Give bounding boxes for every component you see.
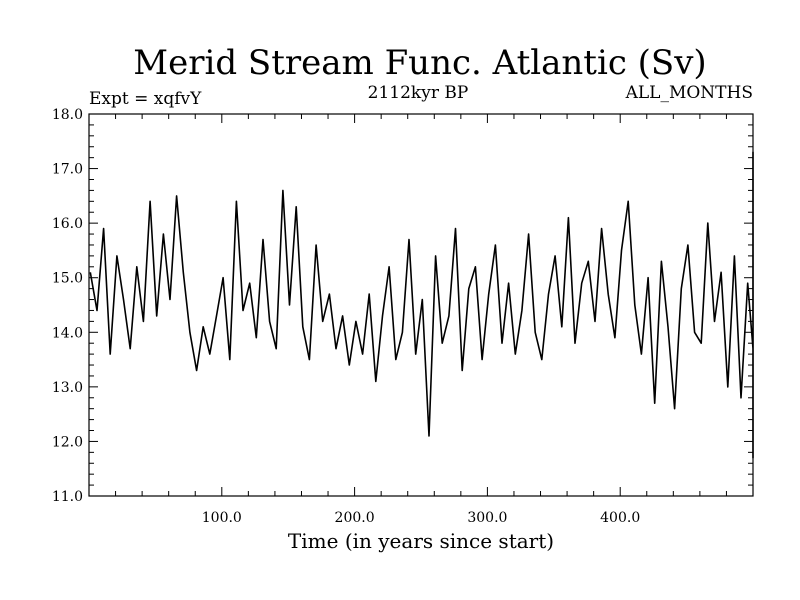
y-axis-ticks: 11.0 12.0 13.0 14.0 15.0 16.0 17.0 18.0 [52, 107, 753, 505]
experiment-label: Expt = xqfvY [89, 89, 202, 109]
y-tick-label: 14.0 [52, 325, 83, 341]
y-tick-label: 17.0 [52, 162, 83, 178]
x-tick-label: 100.0 [202, 510, 242, 526]
y-tick-label: 16.0 [52, 216, 83, 232]
x-axis-label: Time (in years since start) [288, 529, 554, 553]
x-axis-ticks: 100.0 200.0 300.0 400.0 [115, 114, 727, 526]
months-label: ALL_MONTHS [625, 83, 753, 103]
y-tick-label: 18.0 [52, 107, 83, 123]
chart-title: Merid Stream Func. Atlantic (Sv) [133, 43, 706, 83]
y-tick-label: 15.0 [52, 271, 83, 287]
x-tick-label: 300.0 [467, 510, 507, 526]
x-tick-label: 400.0 [600, 510, 640, 526]
y-tick-label: 13.0 [52, 380, 83, 396]
period-label: 2112kyr BP [368, 83, 469, 103]
series-line [89, 151, 754, 459]
plot-frame [88, 113, 754, 497]
x-tick-label: 200.0 [335, 510, 375, 526]
y-tick-label: 11.0 [52, 489, 83, 505]
y-tick-label: 12.0 [52, 434, 83, 450]
